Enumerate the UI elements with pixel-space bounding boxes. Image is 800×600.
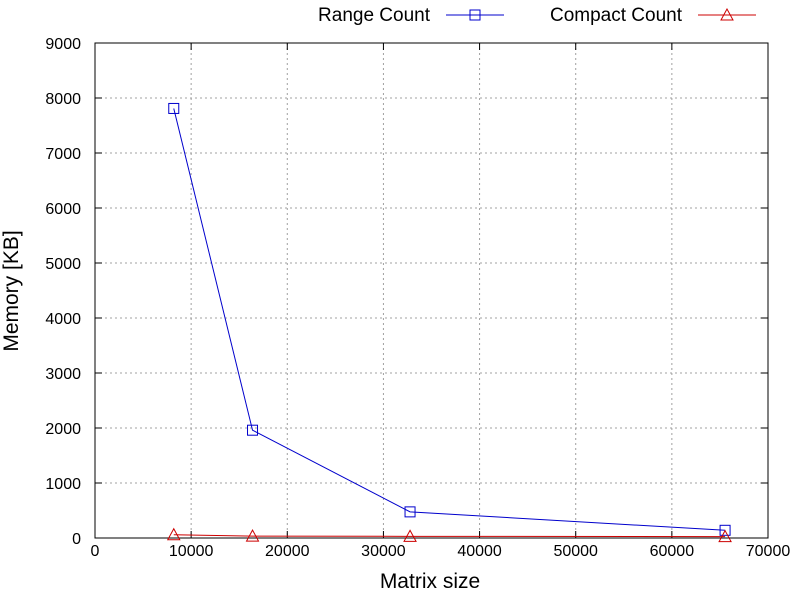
y-tick-label: 6000 (45, 201, 81, 218)
y-tick-label: 0 (72, 531, 81, 548)
data-point (404, 506, 416, 518)
legend-label: Range Count (318, 5, 431, 26)
x-tick-label: 10000 (169, 543, 214, 560)
legend: Range Count Compact Count (318, 5, 756, 26)
data-point (168, 102, 180, 114)
legend-item-range-count: Range Count (318, 5, 504, 26)
axes: 0 10000 20000 30000 40000 50000 60000 70000 0 100… (45, 36, 790, 560)
compact-count-line (173, 534, 726, 538)
y-tick-label: 8000 (45, 91, 81, 108)
x-tick-label: 50000 (553, 543, 598, 560)
y-axis-title: Memory [KB] (0, 230, 23, 351)
range-count-series (168, 102, 731, 536)
series (166, 102, 732, 543)
data-point (403, 529, 417, 542)
data-point (247, 424, 259, 436)
range-count-line (173, 108, 726, 531)
x-tick-label: 60000 (650, 543, 695, 560)
x-axis-title: Matrix size (380, 570, 480, 593)
data-point (719, 524, 731, 536)
legend-marker (720, 7, 734, 21)
compact-count-series (166, 527, 732, 543)
plot-frame (94, 42, 769, 539)
grid (95, 43, 768, 538)
legend-item-compact-count: Compact Count (550, 5, 756, 26)
y-tick-label: 7000 (45, 146, 81, 163)
y-tick-label: 5000 (45, 256, 81, 273)
y-tick-label: 4000 (45, 311, 81, 328)
data-point (718, 529, 732, 543)
x-tick-label: 0 (91, 543, 100, 560)
x-tick-label: 40000 (457, 543, 502, 560)
y-tick-label: 3000 (45, 366, 81, 383)
y-tick-label: 2000 (45, 421, 81, 438)
data-point (245, 529, 260, 542)
x-tick-label: 30000 (361, 543, 406, 560)
legend-label: Compact Count (550, 5, 683, 26)
legend-marker (469, 9, 481, 21)
data-point (166, 527, 181, 541)
x-tick-label: 70000 (746, 543, 791, 560)
y-tick-label: 9000 (45, 36, 81, 53)
x-tick-label: 20000 (265, 543, 310, 560)
y-tick-label: 1000 (45, 476, 81, 493)
